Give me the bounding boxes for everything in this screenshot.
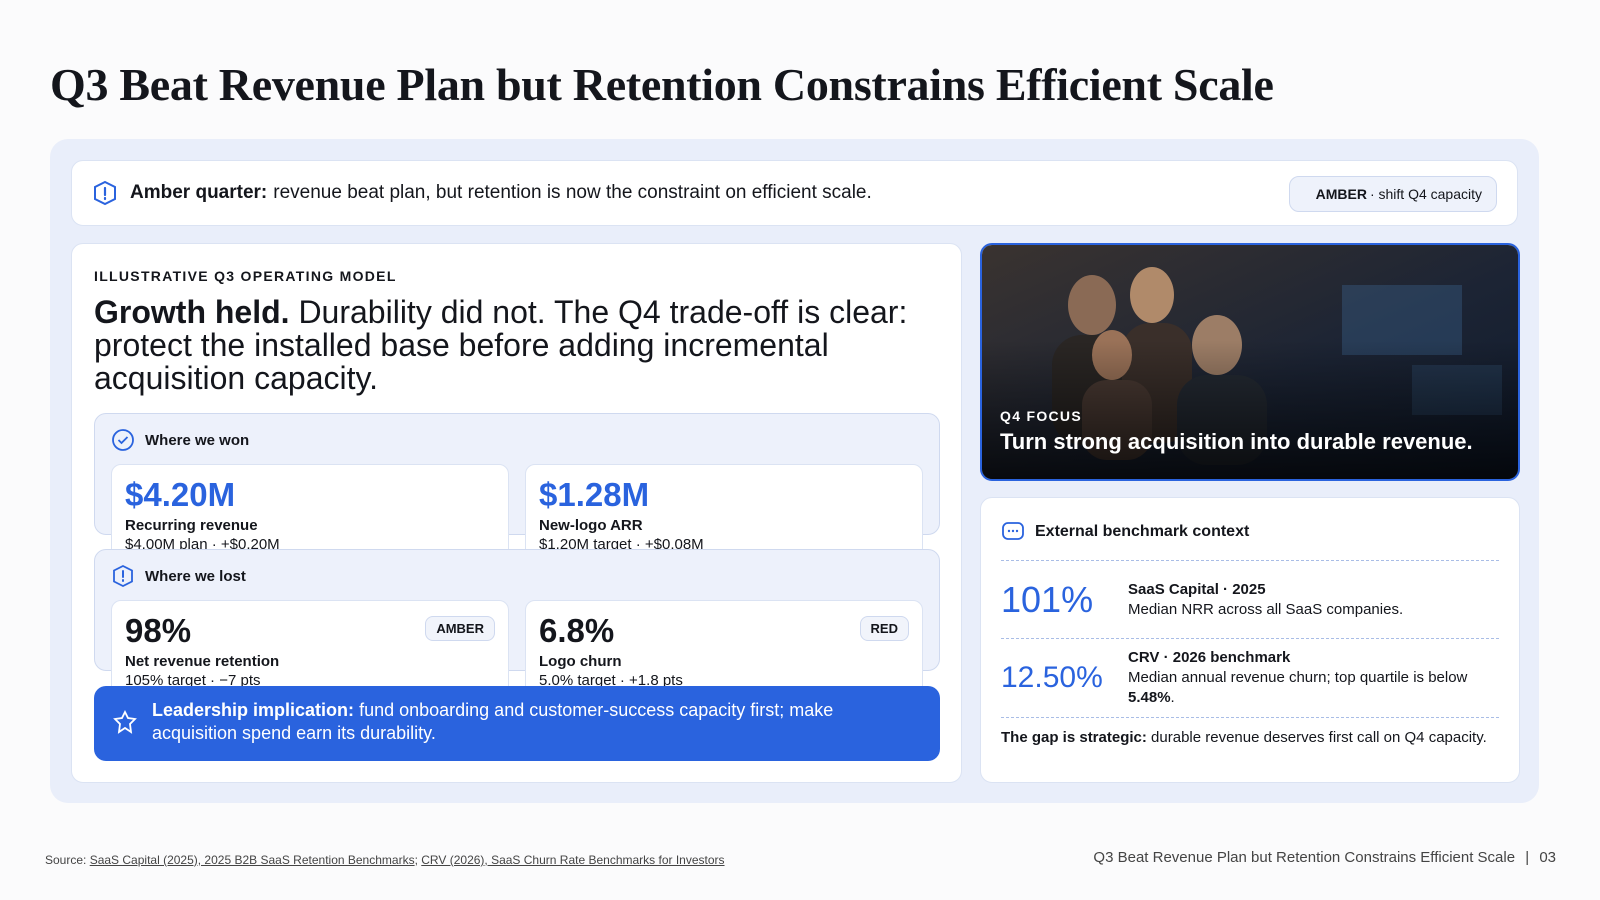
- status-badge: AMBER: [425, 616, 495, 641]
- benchmark-tail: .: [1170, 689, 1175, 706]
- metric-card: 98% Net revenue retention 105% target · −7…: [111, 600, 509, 710]
- slide-title: Q3 Beat Revenue Plan but Retention Const…: [50, 59, 1274, 110]
- status-pill: AMBER · shift Q4 capacity: [1288, 176, 1497, 212]
- photo-caption: Turn strong acquisition into durable rev…: [1000, 429, 1473, 454]
- status-badge: RED: [859, 616, 909, 641]
- metric-label: Recurring revenue: [125, 517, 258, 534]
- gap-text: durable revenue deserves first call on Q…: [1151, 729, 1487, 746]
- headline-bold: Growth held.: [94, 294, 290, 330]
- metric-note: $1.20M target · +$0.08M: [539, 536, 704, 553]
- metric-label: Net revenue retention: [125, 653, 280, 670]
- eyebrow: ILLUSTRATIVE Q3 OPERATING MODEL: [94, 268, 397, 284]
- footer-title: Q3 Beat Revenue Plan but Retention Const…: [1093, 849, 1516, 866]
- headline: Growth held. Durability did not. The Q4 …: [94, 296, 924, 395]
- benchmark-text: Median annual revenue churn; top quartil…: [1128, 669, 1468, 686]
- won-title-text: Where we won: [145, 431, 250, 449]
- metric-note: 5.0% target · +1.8 pts: [539, 672, 683, 689]
- benchmark-source: SaaS Capital · 2025: [1128, 580, 1266, 598]
- implication-text: fund onboarding and customer-success cap…: [152, 700, 834, 743]
- footer-separator: |: [1525, 849, 1530, 866]
- benchmark-emphasis: 5.48%: [1128, 689, 1171, 706]
- source-link[interactable]: SaaS Capital (2025), 2025 B2B SaaS Reten…: [89, 853, 415, 867]
- lost-panel: Where we lost 98% Net revenue retention 10…: [94, 549, 940, 710]
- metric-value: 6.8%: [539, 612, 615, 649]
- benchmark-value: 12.50%: [1001, 661, 1103, 694]
- pill-text: · shift Q4 capacity: [1369, 186, 1482, 202]
- benchmark-text: Median NRR across all SaaS companies.: [1128, 600, 1404, 618]
- link-separator: ;: [414, 853, 418, 867]
- operating-model-card: ILLUSTRATIVE Q3 OPERATING MODEL Growth h…: [71, 243, 962, 783]
- check-icon: [112, 429, 134, 451]
- metric-value: 98%: [125, 612, 192, 649]
- alert-banner: Amber quarter: revenue beat plan, but re…: [71, 160, 1518, 226]
- gap-note: The gap is strategic: durable revenue de…: [1001, 717, 1499, 748]
- benchmark-card: External benchmark context 101% SaaS Cap…: [980, 497, 1520, 783]
- metric-value: $1.28M: [539, 476, 650, 513]
- lost-title-text: Where we lost: [145, 567, 246, 585]
- source-link[interactable]: CRV (2026), SaaS Churn Rate Benchmarks f…: [421, 853, 725, 867]
- won-panel: Where we won $4.20M Recurring revenue $4.0…: [94, 413, 940, 574]
- warning-icon: [113, 564, 133, 588]
- page-number: 03: [1539, 849, 1556, 866]
- benchmark-desc: SaaS Capital · 2025 Median NRR across all…: [1128, 580, 1403, 620]
- photo-card: Q4 FOCUS Turn strong acquisition into du…: [980, 243, 1520, 481]
- pill-badge: AMBER: [1315, 186, 1367, 202]
- page-footer: Q3 Beat Revenue Plan but Retention Const…: [1093, 849, 1556, 866]
- metric-value: $4.20M: [125, 476, 236, 513]
- metric-label: New-logo ARR: [539, 517, 643, 534]
- implication-label: Leadership implication:: [152, 700, 355, 720]
- benchmark-source: CRV · 2026 benchmark: [1128, 649, 1291, 666]
- metric-label: Logo churn: [539, 653, 622, 670]
- alert-text: revenue beat plan, but retention is now …: [273, 182, 872, 203]
- benchmark-header: External benchmark context: [1001, 498, 1499, 560]
- alert-label: Amber quarter:: [130, 182, 268, 203]
- benchmark-value: 101%: [1001, 578, 1094, 620]
- benchmark-row: 101% SaaS Capital · 2025 Median NRR acros…: [1001, 560, 1499, 638]
- implication-icon: [113, 710, 137, 734]
- lost-title: Where we lost: [111, 564, 246, 588]
- photo-eyebrow: Q4 FOCUS: [1000, 408, 1082, 424]
- chat-icon: [1002, 522, 1024, 540]
- metric-note: $4.00M plan · +$0.20M: [125, 536, 280, 553]
- implication-banner: Leadership implication: fund onboarding …: [94, 686, 940, 761]
- source-line: Source: SaaS Capital (2025), 2025 B2B Sa…: [45, 853, 725, 867]
- won-title: Where we won: [111, 428, 249, 452]
- headline-rest: Durability did not. The Q4 trade-off is …: [94, 294, 908, 396]
- source-label: Source:: [45, 853, 87, 867]
- benchmark-title: External benchmark context: [1035, 523, 1250, 540]
- alert-icon: [94, 180, 116, 206]
- gap-label: The gap is strategic:: [1001, 729, 1147, 746]
- benchmark-row: 12.50% CRV · 2026 benchmark Median annual…: [1001, 638, 1499, 717]
- metric-note: 105% target · −7 pts: [125, 672, 261, 689]
- benchmark-desc: CRV · 2026 benchmark Median annual revenu…: [1128, 648, 1498, 708]
- team-photo: [982, 245, 1518, 479]
